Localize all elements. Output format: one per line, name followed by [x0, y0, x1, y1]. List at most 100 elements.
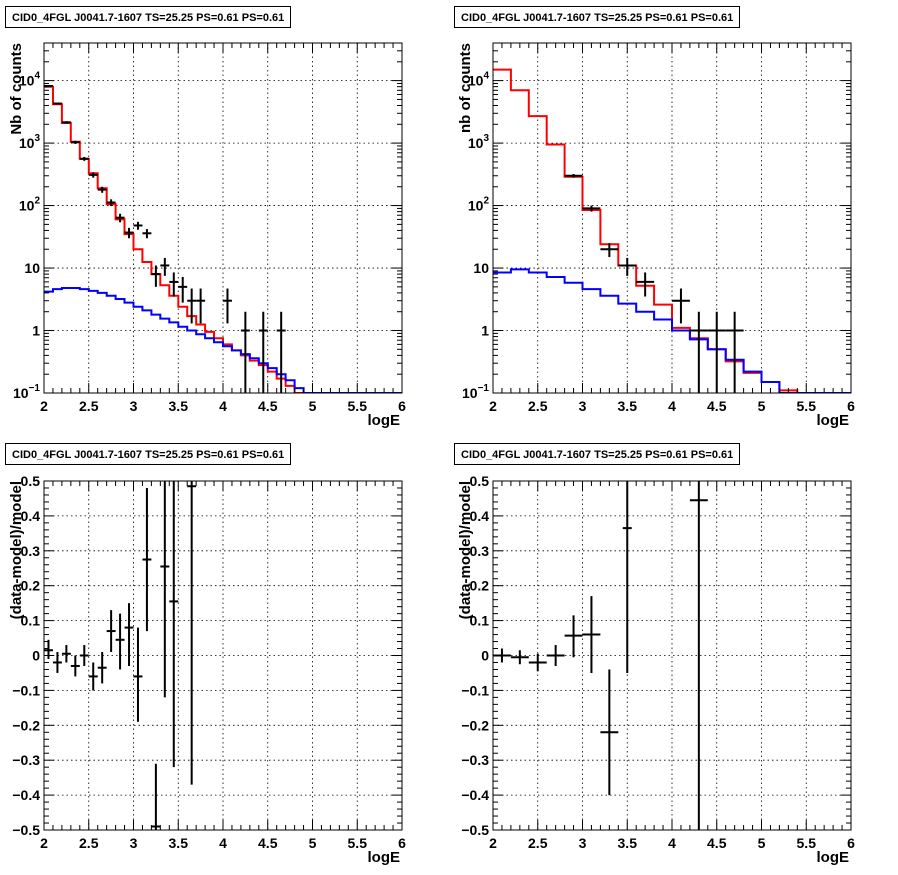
x-tick-label: 6: [847, 835, 855, 851]
x-tick-label: 5.5: [348, 398, 368, 414]
y-tick-label: 0: [32, 648, 40, 664]
chart-bottom-left-svg: 2 2.5 3 3.5 4 4.5 5 5.5 6 −0.5 −0.4 −0.3 −0.2 −0.1 0 0.…: [8, 473, 406, 866]
x-tick-label: 2: [489, 398, 497, 414]
plot-frame: [43, 480, 403, 831]
data-point: [707, 311, 726, 393]
chart-bottom-right: 2 2.5 3 3.5 4 4.5 5 5.5 6 −0.5 −0.4 −0.3 −0.2 −0.1 0 0.…: [449, 437, 898, 875]
data-point: [240, 311, 250, 393]
x-tick-label: 5.5: [797, 835, 817, 851]
data-point: [133, 221, 143, 230]
y-tick-label: −0.3: [12, 752, 40, 768]
series-1-step-line: [493, 268, 851, 393]
y-tick-label: −0.4: [461, 787, 489, 803]
x-tick-label: 2: [489, 835, 497, 851]
x-tick-label: 4: [668, 835, 676, 851]
y-tick-label: 10: [24, 260, 40, 276]
data-point: [142, 229, 152, 239]
y-axis-label: nb of counts: [457, 43, 474, 133]
data-point: [106, 199, 116, 207]
y-tick-label: 0.5: [470, 473, 490, 489]
x-tick-label: 2: [40, 835, 48, 851]
x-tick-label: 3.5: [618, 398, 638, 414]
chart-title: CID0_4FGL J0041.7-1607 TS=25.25 PS=0.61 …: [454, 443, 741, 465]
data-point: [689, 481, 708, 830]
grid: [493, 43, 851, 393]
y-tick-label: −0.5: [461, 822, 489, 838]
x-tick-label: 4.5: [258, 398, 278, 414]
plot-area: [44, 481, 197, 830]
y-tick-label: 0.4: [21, 508, 41, 524]
data-point: [169, 272, 179, 297]
x-axis-label: logE: [817, 412, 850, 429]
y-tick-label: −0.2: [12, 717, 40, 733]
y-tick-label: −0.2: [461, 717, 489, 733]
plot-area: [44, 84, 402, 393]
x-tick-label: 4: [219, 398, 227, 414]
data-point: [88, 172, 98, 178]
data-point: [142, 487, 152, 632]
x-tick-label: 4.5: [707, 835, 727, 851]
data-point: [187, 481, 197, 785]
data-point: [178, 276, 188, 303]
data-point: [528, 653, 547, 672]
data-point: [124, 227, 134, 239]
y-tick-label: 102: [468, 196, 490, 214]
data-point: [636, 272, 655, 297]
x-tick-label: 6: [398, 398, 406, 414]
data-point: [151, 265, 161, 287]
x-tick-label: 4.5: [258, 835, 278, 851]
data-point: [133, 627, 143, 722]
chart-bottom-right-svg: 2 2.5 3 3.5 4 4.5 5 5.5 6 −0.5 −0.4 −0.3 −0.2 −0.1 0 0.…: [457, 473, 855, 866]
data-point: [151, 763, 161, 830]
y-tick-label: 10−1: [13, 383, 40, 401]
data-point: [61, 645, 71, 663]
y-tick-label: 0: [481, 648, 489, 664]
y-tick-label: 10−1: [462, 383, 489, 401]
x-tick-label: 4: [668, 398, 676, 414]
data-point: [600, 243, 619, 258]
x-tick-label: 3.5: [169, 835, 189, 851]
plot-area: [493, 481, 708, 830]
x-tick-label: 5: [309, 835, 317, 851]
x-tick-label: 2.5: [528, 835, 548, 851]
chart-top-left-svg: 2 2.5 3 3.5 4 4.5 5 5.5 6 10−1 1 10 102 103 104 logE Nb …: [8, 42, 406, 429]
ticks: [492, 42, 852, 394]
x-tick-label: 2.5: [528, 398, 548, 414]
data-point: [160, 257, 170, 276]
data-point: [52, 102, 62, 105]
x-tick-label: 5: [758, 398, 766, 414]
data-point: [70, 655, 80, 677]
chart-title: CID0_4FGL J0041.7-1607 TS=25.25 PS=0.61 …: [5, 443, 292, 465]
chart-top-left: 2 2.5 3 3.5 4 4.5 5 5.5 6 10−1 1 10 102 103 104 logE Nb …: [0, 0, 449, 437]
data-point: [223, 288, 232, 324]
data-point: [79, 645, 89, 666]
data-point: [564, 174, 583, 178]
x-axis-label: logE: [368, 849, 401, 866]
x-tick-label: 5: [309, 398, 317, 414]
x-tick-label: 6: [398, 835, 406, 851]
data-point: [546, 645, 565, 666]
data-point: [169, 481, 179, 768]
y-tick-label: −0.1: [12, 682, 40, 698]
chart-top-right-svg: 2 2.5 3 3.5 4 4.5 5 5.5 6 10−1 1 10 102 103 104 logE nb …: [457, 42, 855, 429]
y-tick-label: 0.2: [470, 578, 490, 594]
data-point: [582, 205, 601, 212]
data-point: [124, 603, 134, 666]
grid: [493, 481, 851, 830]
data-point: [61, 121, 71, 124]
y-axis-label: Nb of counts: [8, 43, 25, 135]
ticks: [43, 42, 403, 394]
x-tick-label: 3: [579, 398, 587, 414]
x-axis-label: logE: [368, 412, 401, 429]
x-tick-label: 3: [130, 835, 138, 851]
x-tick-label: 5.5: [797, 398, 817, 414]
data-point: [115, 213, 125, 223]
data-point: [196, 288, 206, 324]
data-point: [618, 257, 637, 276]
data-point: [187, 288, 197, 324]
data-point: [52, 652, 62, 673]
data-point: [97, 652, 107, 684]
x-tick-label: 6: [847, 398, 855, 414]
data-point: [97, 186, 107, 193]
x-tick-label: 4: [219, 835, 227, 851]
